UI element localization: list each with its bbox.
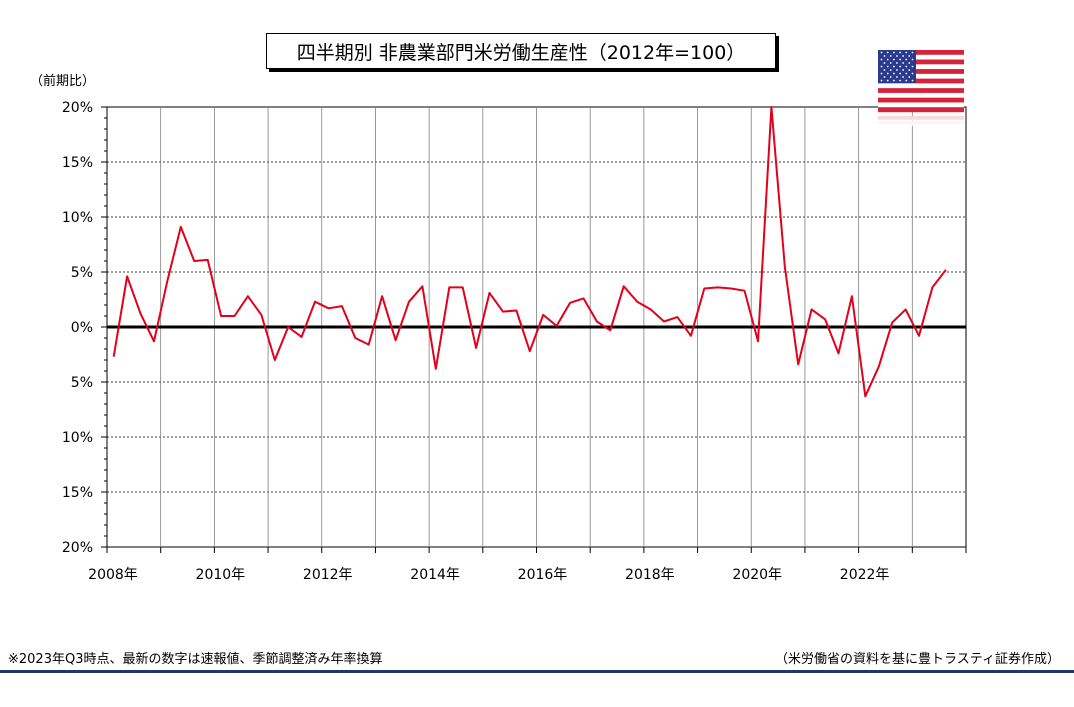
- chart-title-text: 四半期別 非農業部門米労働生産性（2012年=100）: [296, 41, 746, 64]
- axis-layer: 20% 15% 10% 5% 0% 5% 10% 15% 20% 2008年 2010年 2012年 2…: [62, 100, 967, 583]
- x-tick-label: 2016年: [518, 567, 568, 583]
- x-tick-label: 2012年: [303, 567, 353, 583]
- us-flag-icon: [878, 50, 964, 126]
- line-chart: 20% 15% 10% 5% 0% 5% 10% 15% 20% 2008年 2010年 2012年 2…: [62, 100, 967, 583]
- y-tick-label: 15%: [62, 485, 93, 501]
- x-tick-label: 2020年: [732, 567, 782, 583]
- x-tick-label: 2008年: [88, 567, 138, 583]
- y-tick-label: 20%: [62, 100, 93, 116]
- series-line: [112, 106, 947, 398]
- x-tick-label: 2014年: [410, 567, 460, 583]
- x-tick-label: 2010年: [196, 567, 246, 583]
- y-tick-label: 20%: [62, 540, 93, 556]
- y-tick-label: 15%: [62, 155, 93, 171]
- y-tick-label: 5%: [71, 375, 93, 391]
- chart-title: 四半期別 非農業部門米労働生産性（2012年=100）: [266, 33, 776, 69]
- footnote: ※2023年Q3時点、最新の数字は速報値、季節調整済み年率換算: [8, 652, 383, 667]
- y-tick-label: 5%: [71, 265, 93, 281]
- x-tick-label: 2022年: [840, 567, 890, 583]
- bottom-divider: [0, 670, 1074, 673]
- y-tick-label: 10%: [62, 210, 93, 226]
- y-tick-label: 0%: [71, 320, 93, 336]
- source-note: （米労働省の資料を基に豊トラスティ証券作成）: [775, 652, 1060, 667]
- y-axis-unit-label: （前期比）: [30, 74, 96, 89]
- x-tick-label: 2018年: [625, 567, 675, 583]
- series-layer: [112, 106, 947, 398]
- y-tick-label: 10%: [62, 430, 93, 446]
